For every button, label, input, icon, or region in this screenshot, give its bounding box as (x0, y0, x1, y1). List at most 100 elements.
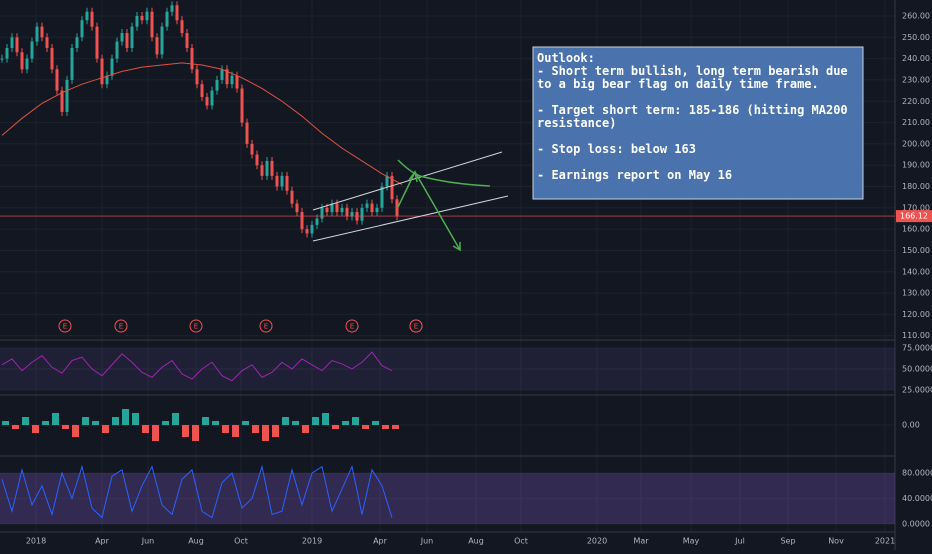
time-label: Oct (514, 537, 528, 546)
candle-body (245, 122, 249, 144)
macd-hist (202, 417, 209, 425)
macd-hist (162, 421, 169, 425)
macd-hist (302, 425, 309, 433)
candle-body (280, 175, 284, 187)
macd-hist (392, 425, 399, 429)
stoch-line (1, 464, 393, 519)
time-label: Jun (420, 537, 434, 546)
candle-body (255, 154, 259, 166)
macd-hist (242, 421, 249, 425)
note-line: - Earnings report on May 16 (537, 168, 732, 182)
axes: 2018 Apr Jun Aug Oct 2019 Apr Jun Aug Oct 2020 Mar M… (26, 11, 932, 546)
candle-body (175, 5, 179, 21)
y-tick-label: 170.00 (902, 203, 930, 212)
macd-hist (262, 425, 269, 441)
candle-body (160, 26, 164, 55)
y-tick-label: 25.0000 (902, 385, 932, 394)
candle-body (235, 75, 239, 89)
macd-hist (22, 417, 29, 425)
candle-body (345, 207, 349, 217)
candle-body (60, 90, 64, 112)
candle-body (45, 37, 49, 48)
candle-body (330, 203, 334, 213)
candle-body (15, 37, 19, 53)
y-tick-label: 260.00 (902, 11, 930, 20)
macd-hist (2, 421, 9, 425)
macd-hist (312, 417, 319, 425)
macd-hist (92, 421, 99, 425)
candle-body (165, 11, 169, 27)
candle-body (365, 203, 369, 208)
macd-hist (232, 425, 239, 437)
macd-hist (132, 413, 139, 425)
y-tick-label: 230.00 (902, 75, 930, 84)
earnings-label: E (119, 323, 123, 331)
candle-body (85, 11, 89, 21)
time-label: Aug (188, 537, 204, 546)
candle-body (130, 26, 134, 48)
y-tick-label: 130.00 (902, 289, 930, 298)
macd-hist (272, 425, 279, 437)
macd-hist (212, 421, 219, 425)
earnings-marker (259, 319, 273, 333)
note-line: - Short term bullish, long term bearish … (537, 64, 848, 78)
candle-body (375, 207, 379, 213)
note-line: to a big bear flag on daily time frame. (537, 77, 819, 91)
macd-hist (342, 421, 349, 425)
ma200-line (1, 62, 403, 185)
candle-body (200, 84, 204, 97)
candle-body (335, 203, 339, 213)
macd-hist (292, 421, 299, 425)
arrow-head (408, 170, 418, 183)
candle-body (240, 88, 244, 123)
macd-hist (112, 417, 119, 425)
y-tick-label: 160.00 (902, 225, 930, 234)
earnings-marker (189, 319, 203, 333)
y-tick-label: 140.00 (902, 267, 930, 276)
candle-body (380, 186, 384, 208)
candle-body (310, 224, 314, 234)
last-price-tag (896, 210, 932, 223)
candle-body (185, 33, 189, 48)
candle-body (135, 15, 139, 27)
candle-body (80, 20, 84, 38)
macd-hist (32, 425, 39, 433)
candle-body (145, 11, 149, 21)
candle-body (300, 212, 304, 230)
candle-body (180, 20, 184, 34)
candle-body (35, 26, 39, 42)
candle-body (70, 47, 74, 80)
y-tick-label: 220.00 (902, 97, 930, 106)
y-tick-label: 75.0000 (902, 343, 932, 352)
y-tick-label: 40.0000 (902, 494, 932, 503)
y-tick-label: 240.00 (902, 54, 930, 63)
candle-body (125, 33, 129, 48)
candle-body (100, 58, 104, 85)
candle-body (250, 143, 254, 155)
macd-hist (102, 425, 109, 433)
candle-body (150, 11, 154, 38)
time-label: Oct (234, 537, 248, 546)
earnings-marker (58, 319, 72, 333)
time-label: Apr (373, 537, 388, 546)
time-label: Aug (468, 537, 484, 546)
time-label: 2020 (587, 537, 607, 546)
candle-body (170, 5, 174, 12)
candle-body (120, 33, 124, 42)
drawings (312, 151, 509, 252)
y-tick-label: 200.00 (902, 139, 930, 148)
y-tick-label: 120.00 (902, 310, 930, 319)
rsi-line (1, 351, 393, 382)
candle-body (275, 175, 279, 187)
candle-body (320, 207, 324, 219)
macd-hist (352, 417, 359, 425)
candle-body (305, 229, 309, 234)
candle-body (50, 47, 54, 70)
time-label: 2019 (302, 537, 322, 546)
macd-hist (192, 425, 199, 441)
macd-hist (372, 421, 379, 425)
rsi-band (0, 348, 895, 390)
time-label: 2021 (875, 537, 895, 546)
candle-body (295, 203, 299, 213)
